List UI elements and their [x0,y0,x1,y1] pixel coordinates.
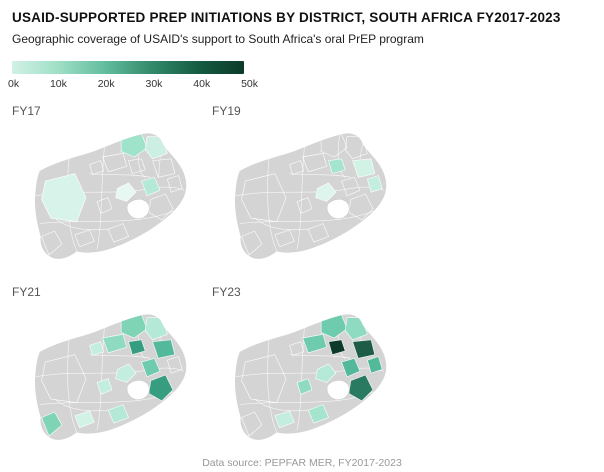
country-shape [34,314,187,440]
lesotho-hole [126,379,150,400]
color-legend: 0k 10k 20k 30k 40k 50k [8,61,592,90]
map-panel-fy19: FY19 [212,104,412,273]
panel-label-fy19: FY19 [212,104,241,118]
legend-gradient-bar [12,61,244,74]
chart-title: USAID-SUPPORTED PREP INITIATIONS BY DIST… [12,10,561,25]
district-regions [241,314,383,437]
map-panel-fy21: FY21 [12,285,212,454]
country-shape [234,314,387,440]
map-panel-fy23: FY23 [212,285,412,454]
legend-tick: 0k [8,78,20,90]
map-panel-fy17: FY17 [12,104,212,273]
legend-tick: 50k [241,78,258,90]
legend-tick: 30k [145,78,163,90]
legend-tick: 10k [49,78,67,90]
panel-label-fy23: FY23 [212,284,241,299]
choropleth-map-fy23 [212,301,412,454]
panel-label-fy17: FY17 [12,104,41,118]
south-africa-map [34,314,187,440]
south-africa-map [234,133,387,259]
choropleth-map-fy17 [12,120,212,273]
data-source-note: Data source: PEPFAR MER, FY2017-2023 [202,457,402,470]
chart-subtitle: Geographic coverage of USAID's support t… [12,32,424,46]
legend-tick-labels: 0k 10k 20k 30k 40k 50k [8,78,258,90]
south-africa-map [234,314,387,440]
map-grid: FY17 [12,104,592,453]
country-shape [234,133,387,259]
country-shape [34,133,187,259]
choropleth-map-fy19 [212,120,412,273]
south-africa-map [34,133,187,259]
district-regions [41,314,183,437]
district-regions [41,133,183,256]
panel-label-fy21: FY21 [12,284,41,299]
legend-tick: 20k [97,78,115,90]
legend-tick: 40k [193,78,211,90]
lesotho-hole [126,199,150,220]
lesotho-hole [326,379,350,400]
district-regions [241,133,383,256]
lesotho-hole [326,199,350,220]
choropleth-map-fy21 [12,301,212,454]
